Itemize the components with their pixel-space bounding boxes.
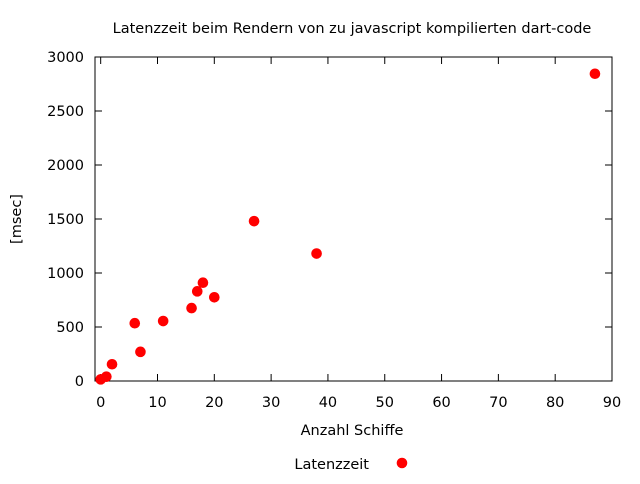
x-tick-label: 40 [319, 395, 337, 411]
data-point [186, 302, 197, 314]
x-tick-label: 20 [205, 395, 223, 411]
data-point [129, 317, 141, 329]
data-point [191, 286, 203, 297]
x-tick-label: 50 [376, 395, 394, 411]
x-axis: 0 10 20 30 40 50 60 70 80 90 [96, 57, 621, 411]
y-tick-label: 2000 [47, 158, 84, 174]
data-point [106, 358, 118, 370]
y-tick-label: 500 [56, 320, 84, 336]
data-point [589, 68, 601, 80]
y-tick-label: 3000 [47, 50, 84, 66]
x-tick-label: 10 [148, 395, 166, 411]
x-tick-label: 70 [489, 395, 507, 411]
x-axis-label: Anzahl Schiffe [301, 423, 404, 439]
x-tick-label: 90 [603, 395, 621, 411]
data-point [248, 215, 260, 227]
data-points [95, 68, 601, 385]
y-tick-label: 1000 [47, 266, 84, 282]
legend-label: Latenzzeit [294, 457, 369, 473]
x-tick-label: 30 [262, 395, 280, 411]
y-tick-label: 2500 [47, 104, 84, 120]
x-tick-label: 80 [546, 395, 564, 411]
y-axis-label: [msec] [9, 194, 25, 244]
data-point [101, 371, 112, 382]
data-point [157, 315, 169, 327]
x-tick-label: 60 [432, 395, 450, 411]
y-tick-label: 1500 [47, 212, 84, 228]
y-tick-label: 0 [75, 374, 84, 390]
x-tick-label: 0 [96, 395, 105, 411]
data-point [197, 277, 209, 289]
data-point [135, 346, 146, 358]
data-point [311, 248, 322, 259]
legend: Latenzzeit [294, 457, 408, 473]
data-point [209, 292, 220, 303]
y-axis: 0 500 1000 1500 2000 2500 3000 [47, 50, 612, 390]
legend-marker [396, 457, 408, 469]
chart-title: Latenzzeit beim Rendern von zu javascrip… [113, 21, 592, 37]
